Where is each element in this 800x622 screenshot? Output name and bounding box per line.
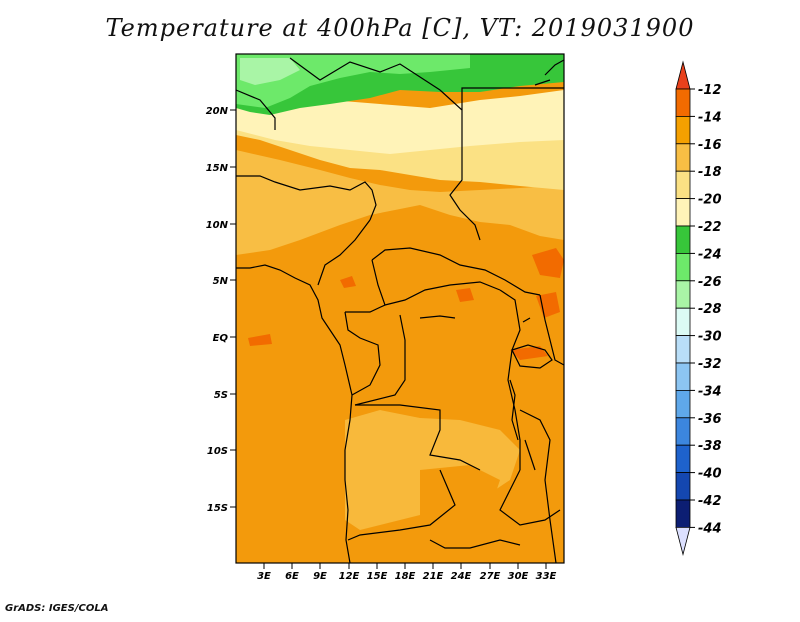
border-tanzania-mozambique xyxy=(519,409,557,563)
lat-label-5s: 5S xyxy=(214,390,228,401)
hot-spot-east xyxy=(532,248,564,278)
lon-label-27e: 27E xyxy=(480,571,501,582)
lat-label-10n: 10N xyxy=(206,220,229,231)
colorbar-swatch xyxy=(675,280,691,309)
border-drc-north xyxy=(384,281,501,306)
map-title: Temperature at 400hPa [C], VT: 201903190… xyxy=(105,14,695,42)
field-green-pale xyxy=(240,58,300,85)
lake-malawi xyxy=(524,439,536,471)
colorbar-swatch xyxy=(675,88,691,117)
colorbar-label: -42 xyxy=(698,494,722,509)
lake-marks-2 xyxy=(522,317,531,323)
lon-label-18e: 18E xyxy=(395,571,416,582)
colorbar-label: -28 xyxy=(698,302,722,317)
hot-spot-central xyxy=(456,288,474,302)
lon-label-24e: 24E xyxy=(451,571,472,582)
colorbar-label: -40 xyxy=(698,467,722,482)
colorbar-label: -44 xyxy=(698,521,722,536)
border-south xyxy=(429,539,521,549)
colorbar-label: -26 xyxy=(698,275,722,290)
border-car xyxy=(371,247,541,296)
colorbar-label: -20 xyxy=(698,193,722,208)
field-orange-south-patch xyxy=(420,465,500,525)
colorbar-bottom-arrow xyxy=(675,527,691,556)
lon-label-12e: 12E xyxy=(339,571,360,582)
colorbar-swatch xyxy=(675,362,691,391)
coastline-west xyxy=(236,264,353,563)
border-nigeria-cameroon xyxy=(317,219,371,286)
lon-label-6e: 6E xyxy=(285,571,299,582)
colorbar-swatch xyxy=(675,307,691,337)
border-nw xyxy=(236,89,276,130)
colorbar-label: -32 xyxy=(698,357,722,372)
border-zambia xyxy=(499,469,561,526)
colorbar-label: -24 xyxy=(698,247,722,262)
colorbar-label: -12 xyxy=(698,83,722,98)
colorbar-label: -16 xyxy=(698,138,722,153)
border-libya-egypt xyxy=(461,87,564,110)
hot-spot-lake-victoria xyxy=(510,346,548,360)
lake-marks-1 xyxy=(419,315,456,319)
longitude-axis: 3E 6E 9E 12E 15E 18E 21E 24E 27E 30E 33E xyxy=(257,563,557,582)
colorbar: -12 -14 -16 -18 -20 -22 -24 -26 -28 -30 -32 -34 -36 -… xyxy=(675,60,722,556)
lake-tanganyika xyxy=(509,379,519,441)
hot-spot-west xyxy=(248,334,272,346)
colorbar-swatch xyxy=(675,225,691,254)
map-frame xyxy=(235,53,565,564)
temperature-field xyxy=(236,54,564,563)
colorbar-label: -36 xyxy=(698,412,722,427)
lon-label-3e: 3E xyxy=(257,571,271,582)
border-namibia xyxy=(347,469,456,541)
colorbar-swatch xyxy=(675,116,691,145)
lat-label-15n: 15N xyxy=(206,163,229,174)
border-sahel xyxy=(236,175,377,221)
colorbar-swatch xyxy=(675,198,691,227)
lon-label-30e: 30E xyxy=(508,571,529,582)
border-north xyxy=(289,57,481,241)
lon-label-15e: 15E xyxy=(367,571,388,582)
colorbar-top-arrow xyxy=(675,60,691,90)
colorbar-label: -30 xyxy=(698,330,722,345)
coast-red-sea xyxy=(534,59,564,86)
colorbar-swatch xyxy=(675,252,691,282)
colorbar-label: -18 xyxy=(698,165,722,180)
lon-label-9e: 9E xyxy=(313,571,327,582)
hot-spot-nw xyxy=(340,276,356,288)
colorbar-swatch xyxy=(675,417,691,446)
field-light-orange-north xyxy=(236,150,564,255)
lakes xyxy=(419,315,553,471)
lake-victoria xyxy=(511,344,553,369)
lon-label-33e: 33E xyxy=(536,571,557,582)
colorbar-label: -14 xyxy=(698,110,722,125)
country-borders xyxy=(236,57,564,563)
colorbar-swatch xyxy=(675,335,691,364)
lat-label-10s: 10S xyxy=(207,446,228,457)
colorbar-label: -34 xyxy=(698,384,722,399)
colorbar-swatch xyxy=(675,499,691,528)
colorbar-swatch xyxy=(675,444,691,474)
colorbar-swatch xyxy=(675,389,691,419)
lat-label-20n: 20N xyxy=(206,106,229,117)
border-uganda-kenya xyxy=(539,294,564,366)
hot-spot-lakes xyxy=(536,292,560,318)
colorbar-swatch xyxy=(675,143,691,172)
border-drc-east xyxy=(499,289,521,470)
lon-label-21e: 21E xyxy=(423,571,444,582)
colorbar-label: -38 xyxy=(698,439,722,454)
lat-label-eq: EQ xyxy=(213,333,229,344)
colorbar-swatch xyxy=(675,472,691,501)
colorbar-label: -22 xyxy=(698,220,722,235)
lat-label-15s: 15S xyxy=(207,503,228,514)
lat-label-5n: 5N xyxy=(213,276,229,287)
latitude-axis: 20N 15N 10N 5N EQ 5S 10S 15S xyxy=(206,106,236,514)
border-drc-west xyxy=(354,314,406,406)
border-gabon-congo xyxy=(344,311,381,396)
credit-text: GrADS: IGES/COLA xyxy=(5,603,109,614)
colorbar-swatch xyxy=(675,170,691,199)
border-angola xyxy=(355,404,481,471)
